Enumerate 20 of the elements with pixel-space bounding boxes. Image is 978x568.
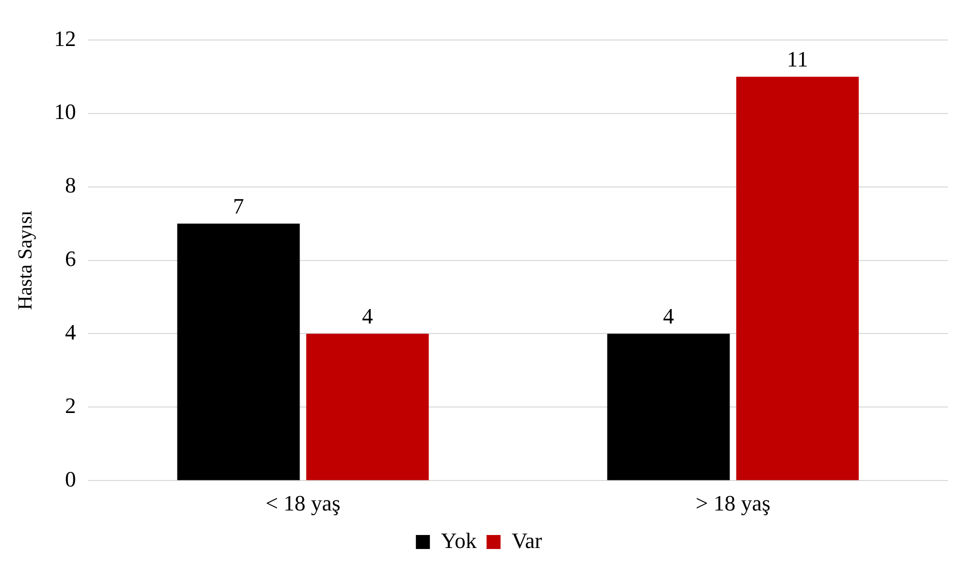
legend-label: Yok bbox=[440, 528, 477, 553]
bar bbox=[177, 224, 300, 480]
data-label: 7 bbox=[233, 193, 244, 218]
x-tick-label: > 18 yaş bbox=[696, 490, 770, 516]
y-axis-title: Hasta Sayısı bbox=[14, 210, 36, 310]
y-tick-label: 10 bbox=[54, 99, 76, 124]
x-tick-label: < 18 yaş bbox=[266, 490, 340, 516]
legend-label: Var bbox=[512, 528, 543, 553]
y-tick-label: 12 bbox=[54, 26, 76, 51]
y-tick-label: 0 bbox=[65, 466, 76, 492]
data-label: 4 bbox=[663, 304, 674, 329]
y-tick-label: 6 bbox=[65, 246, 76, 272]
bar bbox=[736, 76, 859, 480]
y-tick-label: 4 bbox=[65, 320, 76, 345]
data-label: 4 bbox=[362, 304, 373, 329]
bar bbox=[306, 334, 429, 480]
data-label: 11 bbox=[786, 46, 808, 72]
y-tick-label: 2 bbox=[65, 392, 76, 418]
y-tick-label: 8 bbox=[65, 172, 76, 198]
bar bbox=[607, 334, 730, 480]
